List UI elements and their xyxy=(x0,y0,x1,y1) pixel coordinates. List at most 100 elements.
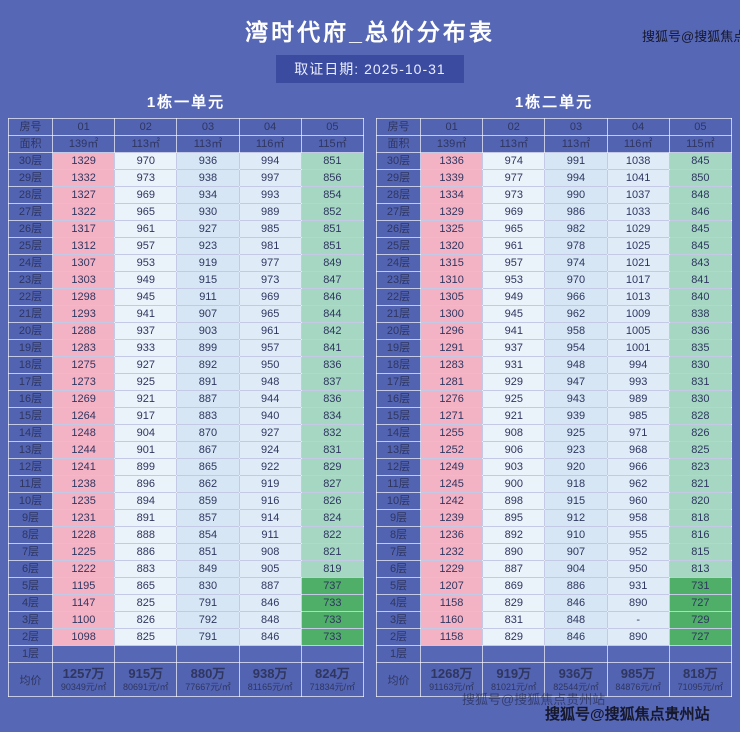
price-cell: 962 xyxy=(544,305,608,323)
price-cell: 1300 xyxy=(419,305,484,323)
floor-label: 28层 xyxy=(376,186,421,204)
price-cell: 910 xyxy=(544,526,608,544)
price-cell: 843 xyxy=(668,254,733,272)
price-cell: 869 xyxy=(482,577,546,595)
table-row: 14层 1248 904 870 927 832 xyxy=(8,424,365,442)
price-cell: 859 xyxy=(176,492,240,510)
price-cell: 1271 xyxy=(419,407,484,425)
room-number-header: 03 xyxy=(176,118,240,136)
price-cell: 825 xyxy=(114,594,178,612)
price-cell: 847 xyxy=(300,271,365,289)
price-cell: 957 xyxy=(114,237,178,255)
table-row: 19层 1291 937 954 1001 835 xyxy=(376,339,733,357)
price-cell: 1307 xyxy=(51,254,116,272)
table-row: 15层 1264 917 883 940 834 xyxy=(8,407,365,425)
price-cell: 931 xyxy=(606,577,670,595)
watermark-bottom-right: 搜狐号@搜狐焦点贵州站 xyxy=(545,706,710,723)
price-cell: 821 xyxy=(300,543,365,561)
table-row: 2层 1158 829 846 890 727 xyxy=(376,628,733,646)
avg-unit-price: 91163元/㎡ xyxy=(429,682,475,692)
avg-total-price: 824万 xyxy=(315,666,350,681)
table-row: 1层 xyxy=(376,645,733,663)
price-cell: 966 xyxy=(606,458,670,476)
floor-label: 9层 xyxy=(8,509,53,527)
price-cell: 908 xyxy=(238,543,302,561)
floor-label: 11层 xyxy=(376,475,421,493)
watermark-overlay: 搜狐号@搜狐焦点贵州站 xyxy=(462,692,606,707)
table-row: 21层 1293 941 907 965 844 xyxy=(8,305,365,323)
price-cell: 818 xyxy=(668,509,733,527)
table-row: 22层 1298 945 911 969 846 xyxy=(8,288,365,306)
price-cell: 1025 xyxy=(606,237,670,255)
price-cell: 968 xyxy=(606,441,670,459)
price-cell: 1158 xyxy=(419,628,484,646)
area-header: 113㎡ xyxy=(176,135,240,153)
price-cell: 950 xyxy=(606,560,670,578)
price-cell: 836 xyxy=(300,390,365,408)
price-cell: 907 xyxy=(176,305,240,323)
price-cell: 846 xyxy=(300,288,365,306)
price-cell: 1041 xyxy=(606,169,670,187)
floor-label: 12层 xyxy=(376,458,421,476)
price-cell: 1033 xyxy=(606,203,670,221)
price-cell: 997 xyxy=(238,169,302,187)
price-cell: 1291 xyxy=(419,339,484,357)
price-cell: 1235 xyxy=(51,492,116,510)
area-header: 139㎡ xyxy=(51,135,116,153)
price-cell: 950 xyxy=(238,356,302,374)
price-cell: 970 xyxy=(544,271,608,289)
price-cell: 955 xyxy=(606,526,670,544)
price-cell xyxy=(668,645,733,663)
table-row: 29层 1339 977 994 1041 850 xyxy=(376,169,733,187)
price-cell: 965 xyxy=(238,305,302,323)
price-cell: 846 xyxy=(544,628,608,646)
price-cell: 993 xyxy=(238,186,302,204)
table-row: 17层 1273 925 891 948 837 xyxy=(8,373,365,391)
table-row: 房号 01 02 03 04 05 xyxy=(376,118,733,136)
price-cell: 977 xyxy=(482,169,546,187)
price-cell: 844 xyxy=(300,305,365,323)
price-cell: 1322 xyxy=(51,203,116,221)
floor-label: 26层 xyxy=(376,220,421,238)
price-cell: 1320 xyxy=(419,237,484,255)
floor-label: 4层 xyxy=(8,594,53,612)
avg-unit-price: 71834元/㎡ xyxy=(309,682,356,692)
table-row: 6层 1229 887 904 950 813 xyxy=(376,560,733,578)
price-cell: 945 xyxy=(114,288,178,306)
price-cell: 974 xyxy=(544,254,608,272)
table-row: 18层 1283 931 948 994 830 xyxy=(376,356,733,374)
price-cell: 891 xyxy=(176,373,240,391)
price-cell: 891 xyxy=(114,509,178,527)
floor-label: 30层 xyxy=(8,152,53,170)
price-cell xyxy=(606,645,670,663)
price-cell: 961 xyxy=(482,237,546,255)
price-cell: 973 xyxy=(114,169,178,187)
unit-1-section: 1栋一单元 房号 01 02 03 04 05 面积 139㎡ 113㎡ 113㎡ 116㎡ 115㎡… xyxy=(8,84,365,697)
floor-label: 1层 xyxy=(8,645,53,663)
table-row: 23层 1310 953 970 1017 841 xyxy=(376,271,733,289)
room-number-header: 03 xyxy=(544,118,608,136)
table-row: 12层 1249 903 920 966 823 xyxy=(376,458,733,476)
price-cell: 1239 xyxy=(419,509,484,527)
price-cell: 945 xyxy=(482,305,546,323)
avg-total-price: 818万 xyxy=(683,666,718,681)
room-header-label: 房号 xyxy=(376,118,421,136)
page-title: 湾时代府_总价分布表 xyxy=(245,19,495,45)
price-cell: 826 xyxy=(114,611,178,629)
floor-label: 5层 xyxy=(8,577,53,595)
floor-label: 3层 xyxy=(8,611,53,629)
price-cell: 1255 xyxy=(419,424,484,442)
price-cell: 1021 xyxy=(606,254,670,272)
floor-label: 16层 xyxy=(376,390,421,408)
price-cell: 841 xyxy=(668,271,733,289)
price-cell: 824 xyxy=(300,509,365,527)
floor-label: 20层 xyxy=(8,322,53,340)
table-row: 29层 1332 973 938 997 856 xyxy=(8,169,365,187)
price-cell: 865 xyxy=(114,577,178,595)
floor-label: 21层 xyxy=(8,305,53,323)
price-cell: 933 xyxy=(114,339,178,357)
floor-label: 22层 xyxy=(376,288,421,306)
price-cell: 974 xyxy=(482,152,546,170)
price-cell: 929 xyxy=(482,373,546,391)
price-cell xyxy=(300,645,365,663)
